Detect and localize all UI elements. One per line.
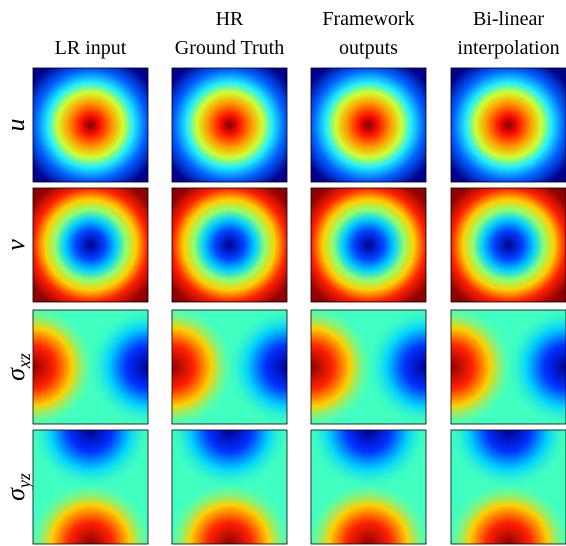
heatmap-panel	[311, 68, 426, 182]
row-symbol: u	[1, 119, 30, 132]
row-label-text: σyz	[1, 473, 34, 501]
heatmap-field	[33, 430, 148, 544]
heatmap-field	[172, 430, 287, 544]
row-label-text: σxz	[1, 353, 34, 381]
heatmap-field	[33, 188, 148, 302]
column-header: LR input	[55, 37, 127, 59]
row-label: σyz	[1, 473, 34, 501]
heatmap-panel	[33, 310, 148, 424]
row-symbol: v	[1, 239, 30, 251]
heatmap-panel	[311, 188, 426, 302]
column-header: outputs	[339, 37, 398, 59]
heatmap-field	[33, 68, 148, 182]
heatmap-field	[451, 430, 566, 544]
heatmap-field	[311, 188, 426, 302]
heatmap-panel	[172, 430, 287, 544]
heatmap-field	[311, 68, 426, 182]
heatmap-panel	[311, 310, 426, 424]
row-subscript: yz	[14, 473, 34, 490]
heatmap-panel	[311, 430, 426, 544]
heatmap-panel	[172, 188, 287, 302]
row-label-text: u	[1, 119, 30, 132]
heatmap-field	[33, 310, 148, 424]
heatmap-panel	[172, 310, 287, 424]
heatmap-panel	[33, 68, 148, 182]
column-header: interpolation	[457, 37, 559, 59]
column-header: HR	[216, 8, 244, 30]
heatmap-panel	[451, 68, 566, 182]
heatmap-field	[172, 188, 287, 302]
column-header: Bi-linear	[473, 8, 544, 30]
page: {"columns": [ {"lines": ["LR input"]}, {…	[0, 0, 566, 546]
heatmap-panel	[451, 310, 566, 424]
heatmap-field	[451, 310, 566, 424]
heatmap-panel	[33, 430, 148, 544]
column-header: Framework	[322, 8, 414, 30]
heatmap-panel	[33, 188, 148, 302]
heatmap-field	[311, 310, 426, 424]
row-label: v	[1, 239, 30, 251]
heatmap-field	[311, 430, 426, 544]
heatmap-panel	[172, 68, 287, 182]
heatmap-panel	[451, 188, 566, 302]
row-label: σxz	[1, 353, 34, 381]
heatmap-field	[451, 188, 566, 302]
heatmap-field	[172, 310, 287, 424]
heatmap-panel	[451, 430, 566, 544]
row-subscript: xz	[14, 353, 34, 369]
row-label: u	[1, 119, 30, 132]
heatmap-field	[451, 68, 566, 182]
column-header: Ground Truth	[175, 37, 284, 59]
row-label-text: v	[1, 239, 30, 251]
figure: LR input HR Ground Truth Framework outputs Bi…	[0, 0, 566, 546]
heatmap-field	[172, 68, 287, 182]
